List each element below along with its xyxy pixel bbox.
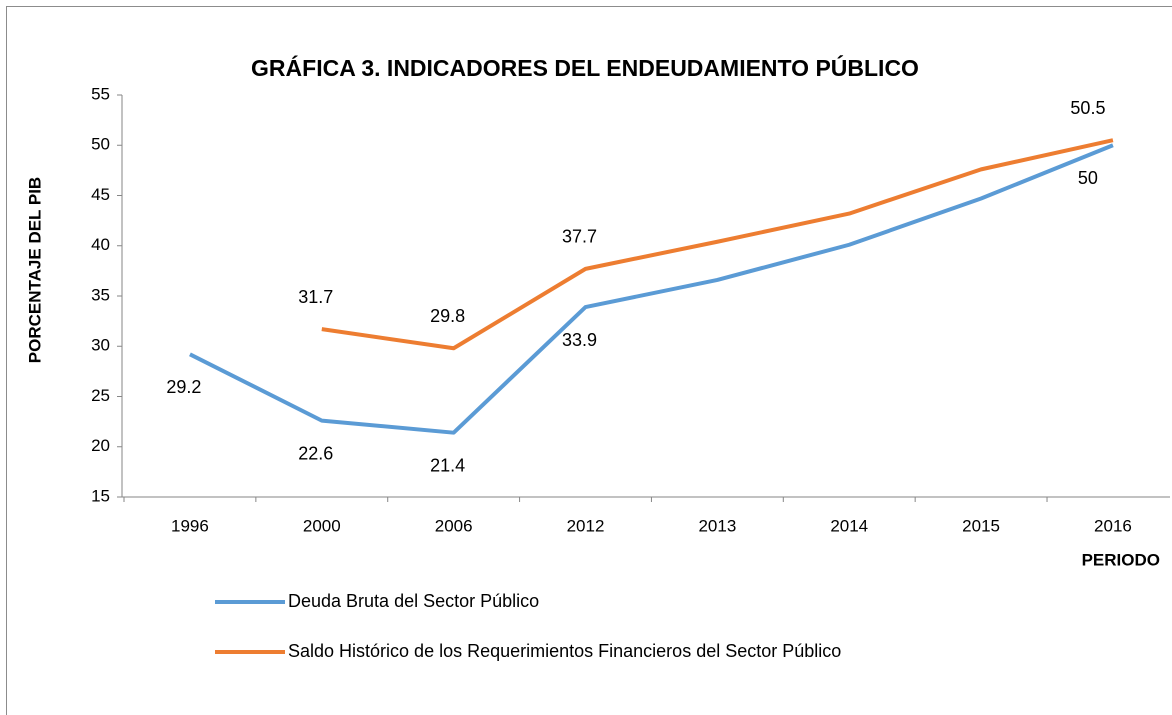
- y-tick-label: 55: [91, 84, 110, 103]
- data-label: 21.4: [430, 455, 465, 475]
- legend-label: Saldo Histórico de los Requerimientos Fi…: [288, 641, 841, 661]
- data-label: 50: [1078, 168, 1098, 188]
- x-tick-label: 2016: [1094, 516, 1132, 535]
- x-tick-label: 2013: [698, 516, 736, 535]
- data-label: 22.6: [298, 443, 333, 463]
- data-label: 50.5: [1070, 98, 1105, 118]
- data-label: 33.9: [562, 330, 597, 350]
- data-label: 29.2: [166, 377, 201, 397]
- x-tick-label: 2015: [962, 516, 1000, 535]
- y-tick-label: 35: [91, 285, 110, 304]
- x-axis-label: PERIODO: [1082, 550, 1160, 569]
- y-tick-label: 20: [91, 436, 110, 455]
- data-label: 31.7: [298, 287, 333, 307]
- y-tick-label: 50: [91, 135, 110, 154]
- y-axis-label: PORCENTAJE DEL PIB: [25, 177, 44, 363]
- x-tick-label: 2006: [435, 516, 473, 535]
- y-tick-label: 45: [91, 185, 110, 204]
- y-tick-label: 40: [91, 235, 110, 254]
- x-tick-label: 2000: [303, 516, 341, 535]
- series-line: [189, 143, 1114, 435]
- y-tick-label: 25: [91, 386, 110, 405]
- x-tick-label: 2014: [830, 516, 868, 535]
- y-tick-label: 15: [91, 486, 110, 505]
- x-tick-label: 2012: [567, 516, 605, 535]
- chart-title: GRÁFICA 3. INDICADORES DEL ENDEUDAMIENTO…: [251, 54, 919, 81]
- data-label: 29.8: [430, 306, 465, 326]
- series-line: [321, 138, 1114, 351]
- x-tick-label: 1996: [171, 516, 209, 535]
- y-tick-label: 30: [91, 336, 110, 355]
- data-label: 37.7: [562, 227, 597, 247]
- legend-label: Deuda Bruta del Sector Público: [288, 591, 539, 611]
- chart-frame: [6, 6, 1172, 715]
